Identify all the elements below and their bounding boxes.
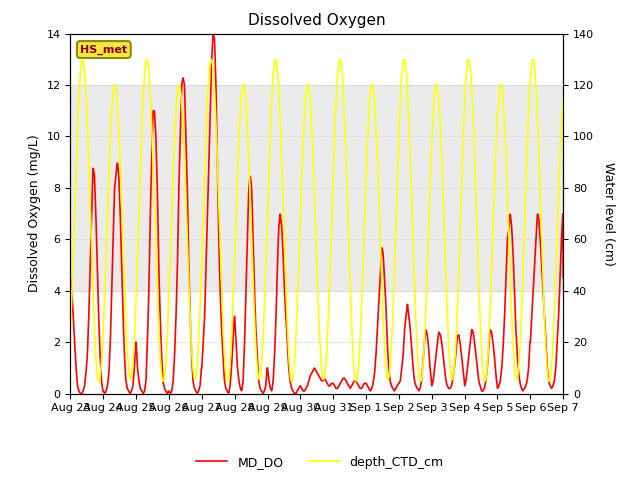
Bar xyxy=(70,85,563,291)
Title: Dissolved Oxygen: Dissolved Oxygen xyxy=(248,13,386,28)
Legend: MD_DO, depth_CTD_cm: MD_DO, depth_CTD_cm xyxy=(191,451,449,474)
Text: HS_met: HS_met xyxy=(80,44,127,55)
Y-axis label: Water level (cm): Water level (cm) xyxy=(602,162,615,265)
Y-axis label: Dissolved Oxygen (mg/L): Dissolved Oxygen (mg/L) xyxy=(28,135,41,292)
